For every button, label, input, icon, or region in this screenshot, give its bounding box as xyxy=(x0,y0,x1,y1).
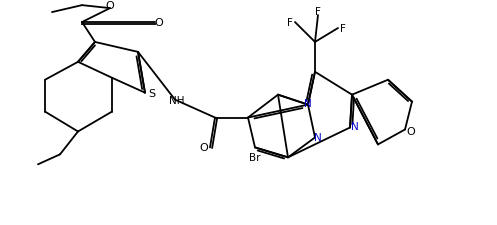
Text: F: F xyxy=(287,18,293,28)
Text: N: N xyxy=(314,133,322,143)
Text: N: N xyxy=(351,121,359,131)
Text: O: O xyxy=(106,1,114,11)
Text: Br: Br xyxy=(249,153,261,163)
Text: F: F xyxy=(315,7,321,17)
Text: O: O xyxy=(200,143,208,153)
Text: NH: NH xyxy=(169,95,185,105)
Text: S: S xyxy=(149,88,156,98)
Text: F: F xyxy=(340,24,346,34)
Text: O: O xyxy=(155,18,164,28)
Text: N: N xyxy=(304,98,312,108)
Text: O: O xyxy=(407,127,415,137)
